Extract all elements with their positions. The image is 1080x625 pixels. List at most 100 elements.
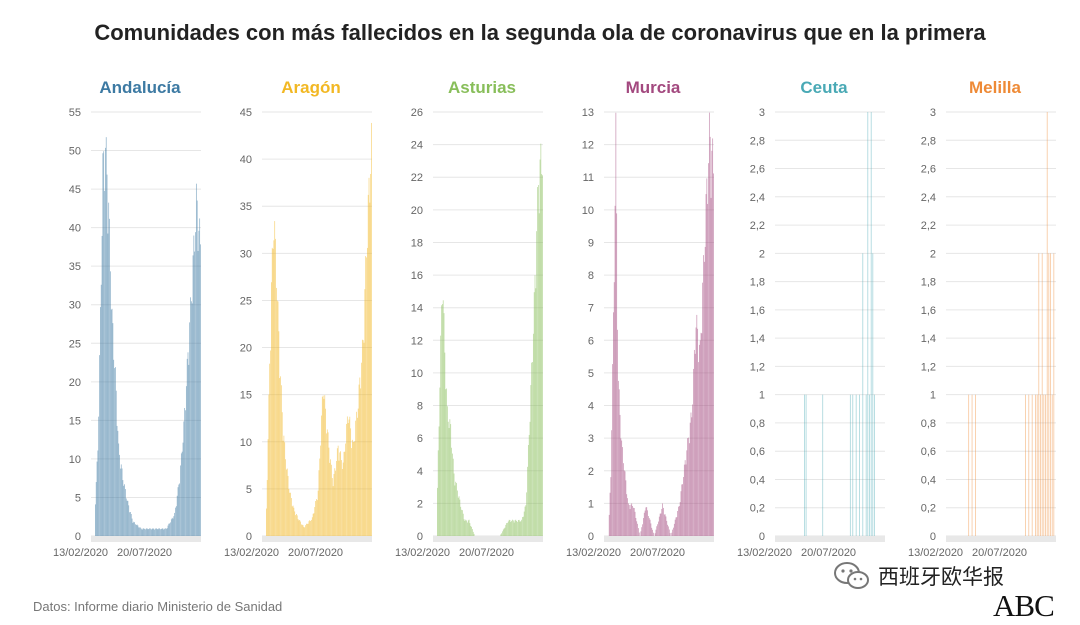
bar (447, 421, 449, 536)
bar (510, 522, 512, 536)
bar (711, 150, 713, 536)
bar (664, 514, 666, 536)
bar (541, 174, 543, 537)
y-tick-label: 2,4 (921, 192, 936, 204)
panel-title-asturias: Asturias (447, 78, 517, 97)
bar (693, 349, 695, 536)
bar (612, 364, 613, 536)
bar (320, 445, 321, 536)
y-tick-label: 10 (411, 368, 423, 380)
bar (455, 481, 457, 536)
bar (1038, 253, 1040, 536)
bar (648, 516, 649, 536)
bar (190, 297, 191, 536)
bar (102, 153, 104, 537)
bar (663, 514, 665, 536)
bar (323, 398, 325, 536)
y-tick-label: 3 (759, 107, 765, 119)
bar (311, 519, 312, 536)
bar (658, 516, 660, 536)
bar (349, 416, 351, 536)
x-axis-band (946, 536, 1056, 542)
bar (285, 459, 286, 536)
bar (95, 482, 97, 536)
bar (683, 477, 684, 536)
bar (113, 359, 115, 536)
bar (665, 516, 667, 536)
bar (526, 492, 528, 536)
panel-title-andalucia: Andalucía (99, 78, 181, 97)
bar (532, 362, 533, 536)
y-tick-label: 1,2 (921, 361, 936, 373)
bar (354, 441, 356, 536)
bar (527, 466, 528, 536)
bar (500, 534, 502, 536)
bar (657, 524, 658, 536)
bar (695, 327, 697, 536)
bar (678, 506, 680, 536)
bar (651, 527, 653, 536)
y-tick-label: 1,4 (750, 333, 765, 345)
bar (805, 394, 807, 536)
bar (652, 529, 653, 536)
wechat-icon (834, 562, 869, 589)
bar (1040, 394, 1041, 536)
y-tick-label: 2 (930, 248, 936, 260)
bar (286, 468, 288, 536)
panel-title-ceuta: Ceuta (800, 78, 848, 97)
bar (441, 305, 442, 536)
bar (165, 528, 166, 536)
bar (628, 505, 630, 536)
bar (299, 520, 301, 536)
bar (355, 420, 357, 536)
y-tick-label: 0,8 (921, 418, 936, 430)
bar (362, 340, 364, 536)
bar (511, 520, 512, 536)
x-axis-band (91, 536, 201, 542)
y-tick-label: 25 (69, 338, 81, 350)
bar (467, 520, 469, 536)
bar (457, 497, 459, 536)
bar (609, 492, 611, 536)
bar (118, 443, 120, 536)
panel-aragon: 0 5 10 15 20 25 30 35 40 45 13/02/2020 20/07/2020 (224, 107, 372, 559)
bar (300, 521, 301, 536)
bar (620, 438, 622, 536)
bar (291, 498, 292, 536)
bar (1045, 394, 1046, 536)
bar (437, 450, 439, 536)
bar (365, 256, 367, 536)
bar (303, 527, 305, 536)
bar (145, 528, 147, 536)
bar (610, 477, 612, 536)
bar (1048, 253, 1050, 536)
bar (640, 531, 642, 536)
bar (180, 453, 182, 536)
bar (674, 519, 676, 536)
bar (188, 364, 190, 536)
bar (507, 522, 508, 536)
bar (181, 451, 183, 536)
y-tick-label: 7 (588, 303, 594, 315)
bar (314, 507, 316, 536)
bar (447, 406, 448, 536)
bar (293, 507, 295, 536)
bar (336, 448, 338, 536)
bar (358, 384, 360, 536)
bar (346, 416, 348, 536)
bar (126, 500, 128, 536)
bar (631, 503, 633, 536)
bar (356, 417, 358, 536)
bar (178, 484, 180, 536)
bar (96, 461, 98, 536)
y-tick-label: 0,4 (921, 474, 936, 486)
bar (822, 394, 824, 536)
bar (529, 421, 531, 536)
bar (662, 503, 663, 536)
bar (197, 250, 199, 536)
bar (200, 244, 201, 537)
bar (703, 255, 704, 536)
y-tick-label: 12 (582, 140, 594, 152)
bar (124, 484, 125, 536)
